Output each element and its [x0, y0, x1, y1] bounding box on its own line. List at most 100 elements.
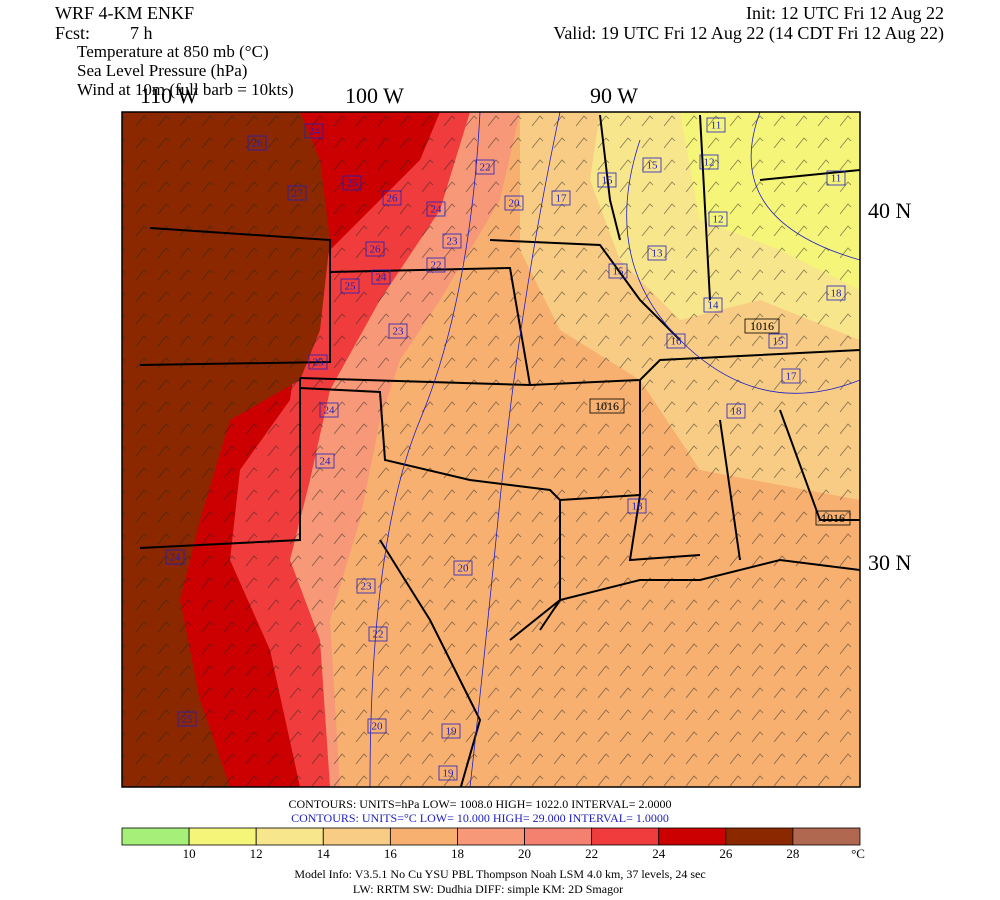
temperature-label-box — [442, 233, 462, 249]
temperature-label: 23 — [393, 326, 405, 338]
pressure-label-box — [815, 510, 851, 526]
contours — [369, 112, 860, 787]
temperature-label-box — [453, 560, 473, 576]
temperature-label-box — [475, 159, 495, 175]
colorbar-label: 20 — [518, 846, 531, 861]
temperature-label: 24 — [309, 126, 321, 138]
temperature-label: 22 — [373, 629, 384, 641]
colorbar-swatch — [188, 827, 257, 846]
temperature-label: 26 — [370, 244, 382, 256]
temperature-label-box — [382, 190, 402, 206]
temperature-label: 24 — [376, 272, 388, 284]
colorbar-label: 10 — [183, 846, 196, 861]
temperature-label: 12 — [704, 157, 715, 169]
temperature-label: 24 — [320, 456, 332, 468]
map-area — [122, 112, 860, 787]
colorbar-swatch — [658, 827, 727, 846]
colorbar-swatch — [457, 827, 525, 846]
colorbar-swatch — [121, 827, 190, 846]
colorbar-swatch — [792, 827, 861, 846]
temperature-label: 22 — [431, 260, 442, 272]
temperature-label-box — [768, 333, 788, 349]
temperature-label: 14 — [708, 300, 720, 312]
temperature-label: 17 — [786, 371, 798, 383]
colorbar-label: 26 — [719, 846, 733, 861]
temperature-label-box — [371, 269, 391, 285]
temperature-label-box — [703, 297, 723, 313]
temperature-label: 24 — [431, 204, 443, 216]
temperature-label: 24 — [170, 552, 182, 564]
temperature-label: 27 — [292, 188, 304, 200]
temperature-label-box — [177, 711, 197, 727]
temperature-label: 15 — [613, 266, 625, 278]
colorbar-label: 24 — [652, 846, 666, 861]
temperature-label-box — [551, 190, 571, 206]
colorbar-label: 16 — [384, 846, 398, 861]
forecast-label: Fcst: — [55, 23, 90, 43]
temperature-label-box — [342, 175, 362, 191]
temperature-label-box — [426, 257, 446, 273]
temperature-label: 16 — [671, 336, 683, 348]
temperature-label: 19 — [446, 726, 458, 738]
temperature-label-box — [319, 402, 339, 418]
temperature-label: 25 — [182, 714, 194, 726]
temperature-label-box — [388, 323, 408, 339]
temperature-label-box — [441, 723, 461, 739]
field-label: Wind at 10m (full barb = 10kts) — [77, 80, 294, 99]
temperature-label-box — [504, 195, 524, 211]
temperature-label-box — [597, 172, 617, 188]
temperature-label-box — [367, 718, 387, 734]
pressure-label: 1016 — [821, 511, 845, 525]
map-frame — [121, 111, 861, 788]
temperature-label-box — [340, 278, 360, 294]
temperature-label: 20 — [372, 721, 384, 733]
pressure-label: 1016 — [750, 319, 774, 333]
temperature-label-box — [699, 154, 719, 170]
colorbar-swatch — [255, 827, 324, 846]
temperature-label: 23 — [447, 236, 459, 248]
longitude-label: 110 W — [140, 83, 198, 108]
temperature-label: 11 — [831, 173, 842, 185]
temperature-label: 11 — [711, 120, 722, 132]
temperature-label-box — [726, 403, 746, 419]
forecast-hours: 7 h — [130, 23, 153, 43]
pressure-label: 1016 — [595, 399, 619, 413]
colorbar-unit: °C — [851, 846, 865, 861]
temperature-label: 18 — [632, 501, 644, 513]
state-borders — [139, 114, 860, 787]
temperature-label-box — [247, 135, 267, 151]
temperature-contour-info: CONTOURS: UNITS=°C LOW= 10.000 HIGH= 29.… — [291, 811, 669, 825]
temperature-label: 22 — [480, 162, 491, 174]
colorbar-label: 14 — [317, 846, 331, 861]
temperature-label-box — [308, 354, 328, 370]
temperature-label-box — [438, 765, 458, 781]
temperature-label-box — [304, 123, 324, 139]
colorbar-swatch — [591, 827, 660, 846]
temperature-label: 19 — [443, 768, 455, 780]
temperature-label: 17 — [556, 193, 568, 205]
colorbar-swatch — [524, 827, 593, 846]
pressure-label-box — [744, 318, 780, 334]
temperature-label-box — [368, 626, 388, 642]
temperature-label: 18 — [731, 406, 743, 418]
temperature-label-box — [315, 453, 335, 469]
colorbar-swatch — [322, 827, 391, 846]
colorbar-label: 12 — [250, 846, 263, 861]
temperature-label: 26 — [252, 138, 264, 150]
temperature-label: 26 — [387, 193, 399, 205]
model-name: WRF 4-KM ENKF — [55, 3, 194, 23]
footer-line: LW: RRTM SW: Dudhia DIFF: simple KM: 2D … — [353, 882, 623, 896]
colorbar-swatch — [725, 827, 794, 846]
latitude-label: 40 N — [868, 198, 912, 223]
temperature-label-box — [608, 263, 628, 279]
temperature-label: 13 — [652, 248, 664, 260]
temperature-label: 18 — [831, 288, 843, 300]
temperature-label-box — [708, 211, 728, 227]
temperature-label: 24 — [324, 405, 336, 417]
temperature-label-box — [781, 368, 801, 384]
field-label: Temperature at 850 mb (°C) — [77, 42, 269, 61]
temperature-label: 15 — [773, 336, 785, 348]
pressure-label-box — [589, 398, 625, 414]
temperature-label-box — [165, 549, 185, 565]
